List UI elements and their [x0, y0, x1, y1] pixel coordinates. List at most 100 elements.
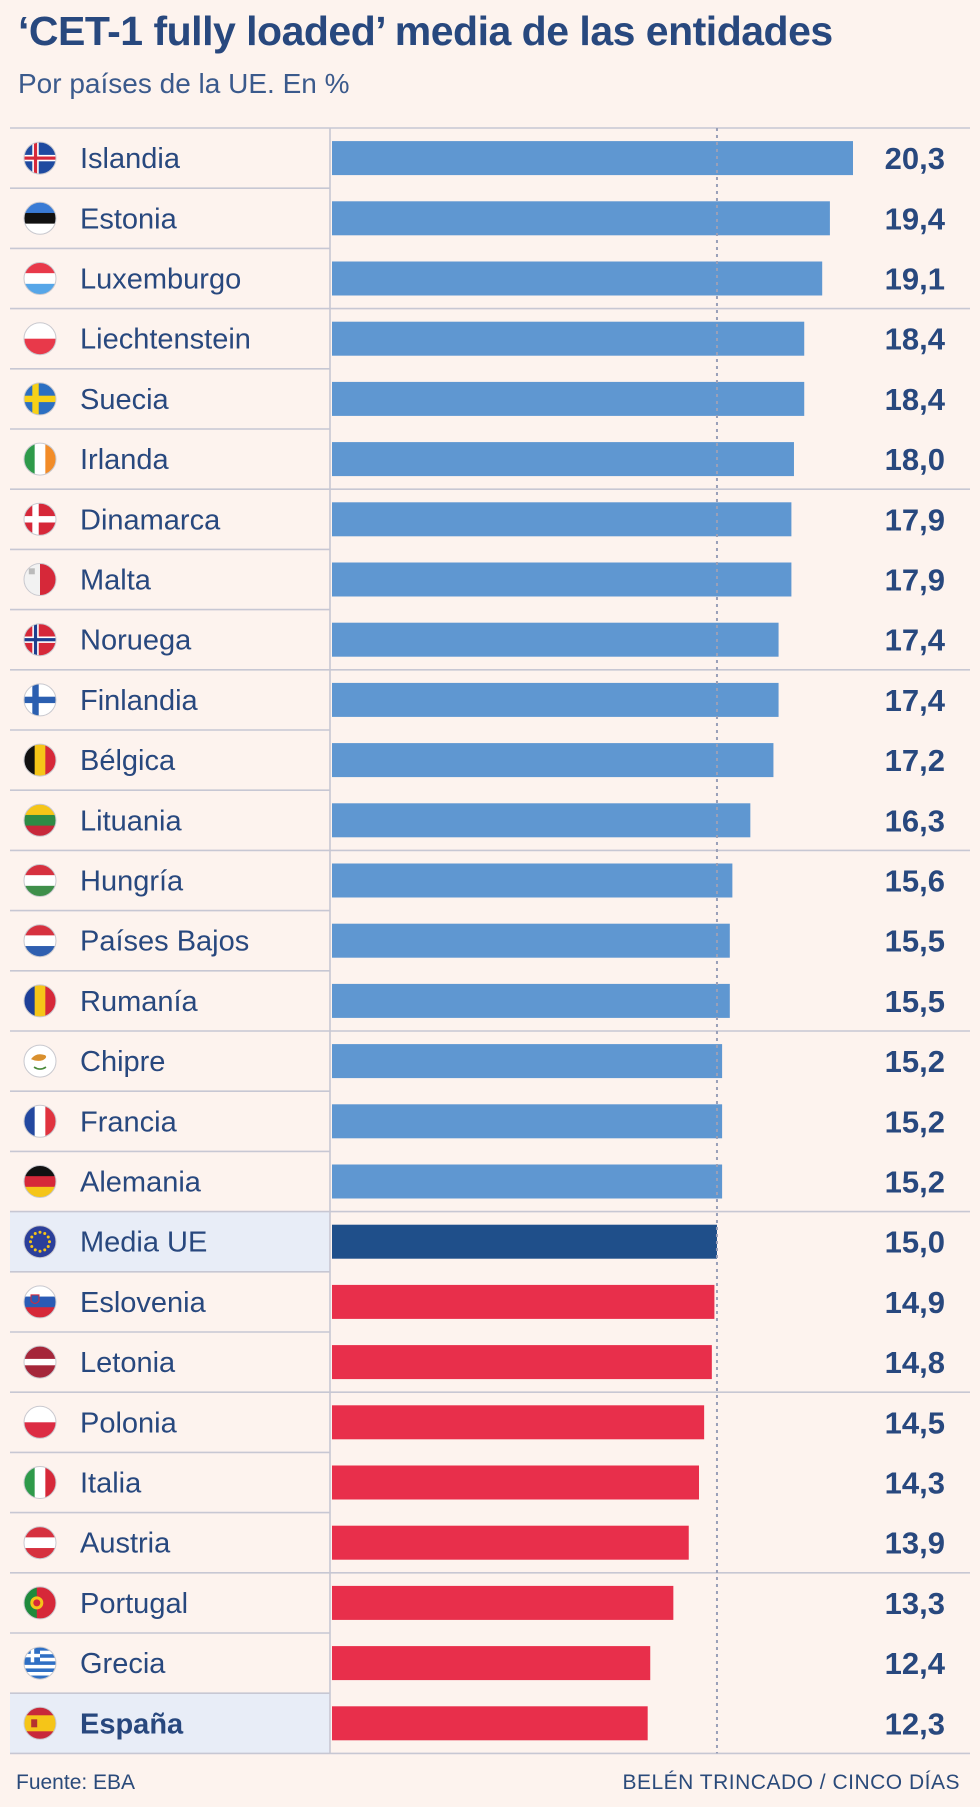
country-label-alemania: Alemania — [80, 1167, 202, 1199]
value-label-rumania: 15,5 — [885, 984, 945, 1019]
bar-finlandia — [332, 682, 779, 717]
liechtenstein-flag-icon — [23, 322, 57, 356]
iceland-flag-icon — [23, 141, 57, 175]
lithuania-flag-icon — [23, 803, 57, 837]
country-label-islandia: Islandia — [80, 143, 181, 175]
bar-noruega — [332, 622, 779, 657]
value-label-noruega: 17,4 — [885, 623, 946, 658]
cyprus-flag-icon — [23, 1044, 57, 1078]
bar-lituania — [332, 803, 751, 838]
romania-flag-icon — [23, 984, 57, 1018]
country-label-finlandia: Finlandia — [80, 685, 199, 717]
country-label-eslovenia: Eslovenia — [80, 1287, 207, 1319]
latvia-flag-icon — [23, 1345, 57, 1379]
value-label-belgica: 17,2 — [885, 743, 945, 778]
bar-espana — [332, 1706, 648, 1741]
country-label-malta: Malta — [80, 565, 152, 597]
value-label-chipre: 15,2 — [885, 1044, 945, 1079]
denmark-flag-icon — [23, 502, 57, 536]
value-label-liechtenstein: 18,4 — [885, 322, 946, 357]
bar-austria — [332, 1525, 689, 1560]
country-label-dinamarca: Dinamarca — [80, 504, 221, 536]
source-note: Fuente: EBA — [16, 1771, 136, 1794]
greece-flag-icon — [23, 1646, 57, 1680]
country-label-suecia: Suecia — [80, 384, 170, 416]
luxembourg-flag-icon — [23, 262, 57, 295]
italy-flag-icon — [23, 1466, 57, 1499]
bar-francia — [332, 1104, 723, 1139]
netherlands-flag-icon — [23, 924, 57, 958]
value-label-estonia: 19,4 — [885, 201, 946, 236]
bar-grecia — [332, 1646, 651, 1681]
value-label-austria: 13,9 — [885, 1526, 945, 1561]
country-label-portugal: Portugal — [80, 1588, 188, 1620]
bar-islandia — [332, 141, 853, 176]
bar-rumania — [332, 983, 730, 1018]
chart-title: ‘CET-1 fully loaded’ media de las entida… — [18, 8, 833, 54]
spain-flag-icon — [23, 1706, 57, 1740]
bar-chart: Islandia 20,3 Estonia 19,4 Luxemburgo 19,1 Lie… — [10, 127, 970, 1755]
value-label-hungria: 15,6 — [885, 864, 945, 899]
bar-italia — [332, 1465, 700, 1500]
country-label-liechtenstein: Liechtenstein — [80, 324, 251, 356]
country-label-noruega: Noruega — [80, 625, 192, 657]
austria-flag-icon — [23, 1526, 57, 1560]
country-label-luxemburgo: Luxemburgo — [80, 264, 241, 296]
value-label-dinamarca: 17,9 — [885, 502, 945, 537]
bar-liechtenstein — [332, 321, 805, 356]
value-label-irlanda: 18,0 — [885, 442, 945, 477]
chart-subtitle: Por países de la UE. En % — [18, 68, 350, 99]
value-label-paises-bajos: 15,5 — [885, 924, 945, 959]
value-label-finlandia: 17,4 — [885, 683, 946, 718]
value-label-eslovenia: 14,9 — [885, 1285, 945, 1320]
value-label-polonia: 14,5 — [885, 1405, 945, 1440]
country-label-espana: España — [80, 1708, 184, 1740]
bar-belgica — [332, 743, 774, 778]
value-label-media-ue: 15,0 — [885, 1225, 945, 1260]
value-label-letonia: 14,8 — [885, 1345, 945, 1380]
norway-flag-icon — [23, 623, 57, 657]
bar-eslovenia — [332, 1284, 715, 1319]
sweden-flag-icon — [23, 382, 57, 416]
country-label-austria: Austria — [80, 1528, 171, 1560]
malta-flag-icon — [23, 563, 57, 596]
bar-dinamarca — [332, 502, 792, 537]
bar-irlanda — [332, 442, 794, 477]
bar-malta — [332, 562, 792, 597]
bar-media-ue — [332, 1224, 717, 1259]
bar-luxemburgo — [332, 261, 823, 296]
bar-paises-bajos — [332, 923, 730, 958]
ireland-flag-icon — [23, 442, 57, 476]
value-label-lituania: 16,3 — [885, 803, 945, 838]
country-label-estonia: Estonia — [80, 203, 178, 235]
value-label-alemania: 15,2 — [885, 1165, 945, 1200]
bar-estonia — [332, 201, 830, 236]
bar-letonia — [332, 1345, 712, 1380]
country-label-hungria: Hungría — [80, 866, 184, 898]
value-label-italia: 14,3 — [885, 1466, 945, 1501]
country-label-paises-bajos: Países Bajos — [80, 926, 249, 958]
country-label-italia: Italia — [80, 1468, 142, 1500]
portugal-flag-icon — [23, 1586, 57, 1620]
country-label-grecia: Grecia — [80, 1648, 166, 1680]
value-label-grecia: 12,4 — [885, 1646, 946, 1681]
country-label-letonia: Letonia — [80, 1347, 176, 1379]
country-label-lituania: Lituania — [80, 805, 182, 837]
country-label-belgica: Bélgica — [80, 745, 176, 777]
value-label-islandia: 20,3 — [885, 141, 945, 176]
highlight-row-bg — [10, 1693, 330, 1754]
country-label-chipre: Chipre — [80, 1046, 165, 1078]
value-label-malta: 17,9 — [885, 563, 945, 598]
bar-alemania — [332, 1164, 723, 1199]
france-flag-icon — [23, 1104, 57, 1138]
belgium-flag-icon — [23, 743, 57, 777]
hungary-flag-icon — [23, 864, 57, 897]
value-label-suecia: 18,4 — [885, 382, 946, 417]
bar-suecia — [332, 381, 805, 416]
country-label-rumania: Rumanía — [80, 986, 199, 1018]
country-label-polonia: Polonia — [80, 1407, 178, 1439]
bar-hungria — [332, 863, 733, 898]
bar-chipre — [332, 1044, 723, 1079]
poland-flag-icon — [23, 1405, 57, 1439]
finland-flag-icon — [23, 683, 57, 717]
